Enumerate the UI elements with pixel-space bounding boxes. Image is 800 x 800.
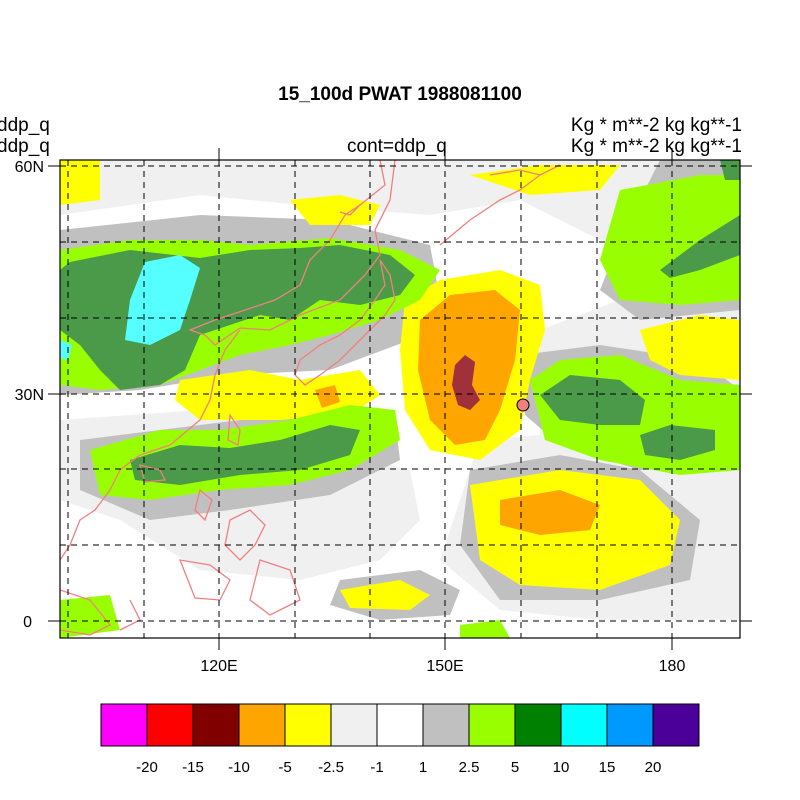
lat-tick-label: 60N xyxy=(15,159,44,176)
plot-title: 15_100d PWAT 1988081100 xyxy=(278,84,522,105)
colorbar-swatch xyxy=(652,703,700,747)
coastlines xyxy=(60,160,561,636)
colorbar-swatch xyxy=(376,703,424,747)
lat-tick-label: 30N xyxy=(15,387,44,404)
colorbar-swatch xyxy=(100,703,148,747)
left-variable-label: ddp_q xyxy=(0,115,50,136)
colorbar-label: 1 xyxy=(419,759,427,776)
colorbar-label: -2.5 xyxy=(318,759,344,776)
axis-ticks xyxy=(48,148,752,650)
colorbar-swatch xyxy=(514,703,562,747)
colorbar-swatch xyxy=(606,703,654,747)
location-marker xyxy=(516,398,530,412)
colorbar-label: 2.5 xyxy=(459,759,480,776)
colorbar-swatch xyxy=(238,703,286,747)
colorbar-label: -20 xyxy=(136,759,158,776)
colorbar-swatch xyxy=(192,703,240,747)
colorbar-label: 20 xyxy=(645,759,662,776)
graticule xyxy=(60,160,740,638)
colorbar-label: -5 xyxy=(278,759,291,776)
colorbar-swatch xyxy=(284,703,332,747)
colorbar-swatch xyxy=(146,703,194,747)
left-variable-label: ddp_q xyxy=(0,136,50,157)
colorbar-swatch xyxy=(468,703,516,747)
colorbar-label: 10 xyxy=(553,759,570,776)
colorbar-label: -10 xyxy=(228,759,250,776)
lat-tick-label: 0 xyxy=(23,614,32,631)
map-frame xyxy=(59,159,741,639)
colorbar-label: -15 xyxy=(182,759,204,776)
colorbar-swatch xyxy=(422,703,470,747)
anomaly-field xyxy=(60,160,740,638)
lon-tick-label: 150E xyxy=(426,658,463,675)
contour-variable-label: cont=ddp_q xyxy=(347,136,447,157)
colorbar-label: -1 xyxy=(370,759,383,776)
colorbar-swatch xyxy=(560,703,608,747)
colorbar-label: 5 xyxy=(511,759,519,776)
colorbar-swatch xyxy=(330,703,378,747)
lon-tick-label: 180 xyxy=(659,658,686,675)
colorbar-label: 15 xyxy=(599,759,616,776)
lon-tick-label: 120E xyxy=(200,658,237,675)
units-label: Kg * m**-2 kg kg**-1 xyxy=(570,115,742,136)
units-label: Kg * m**-2 kg kg**-1 xyxy=(570,136,742,157)
